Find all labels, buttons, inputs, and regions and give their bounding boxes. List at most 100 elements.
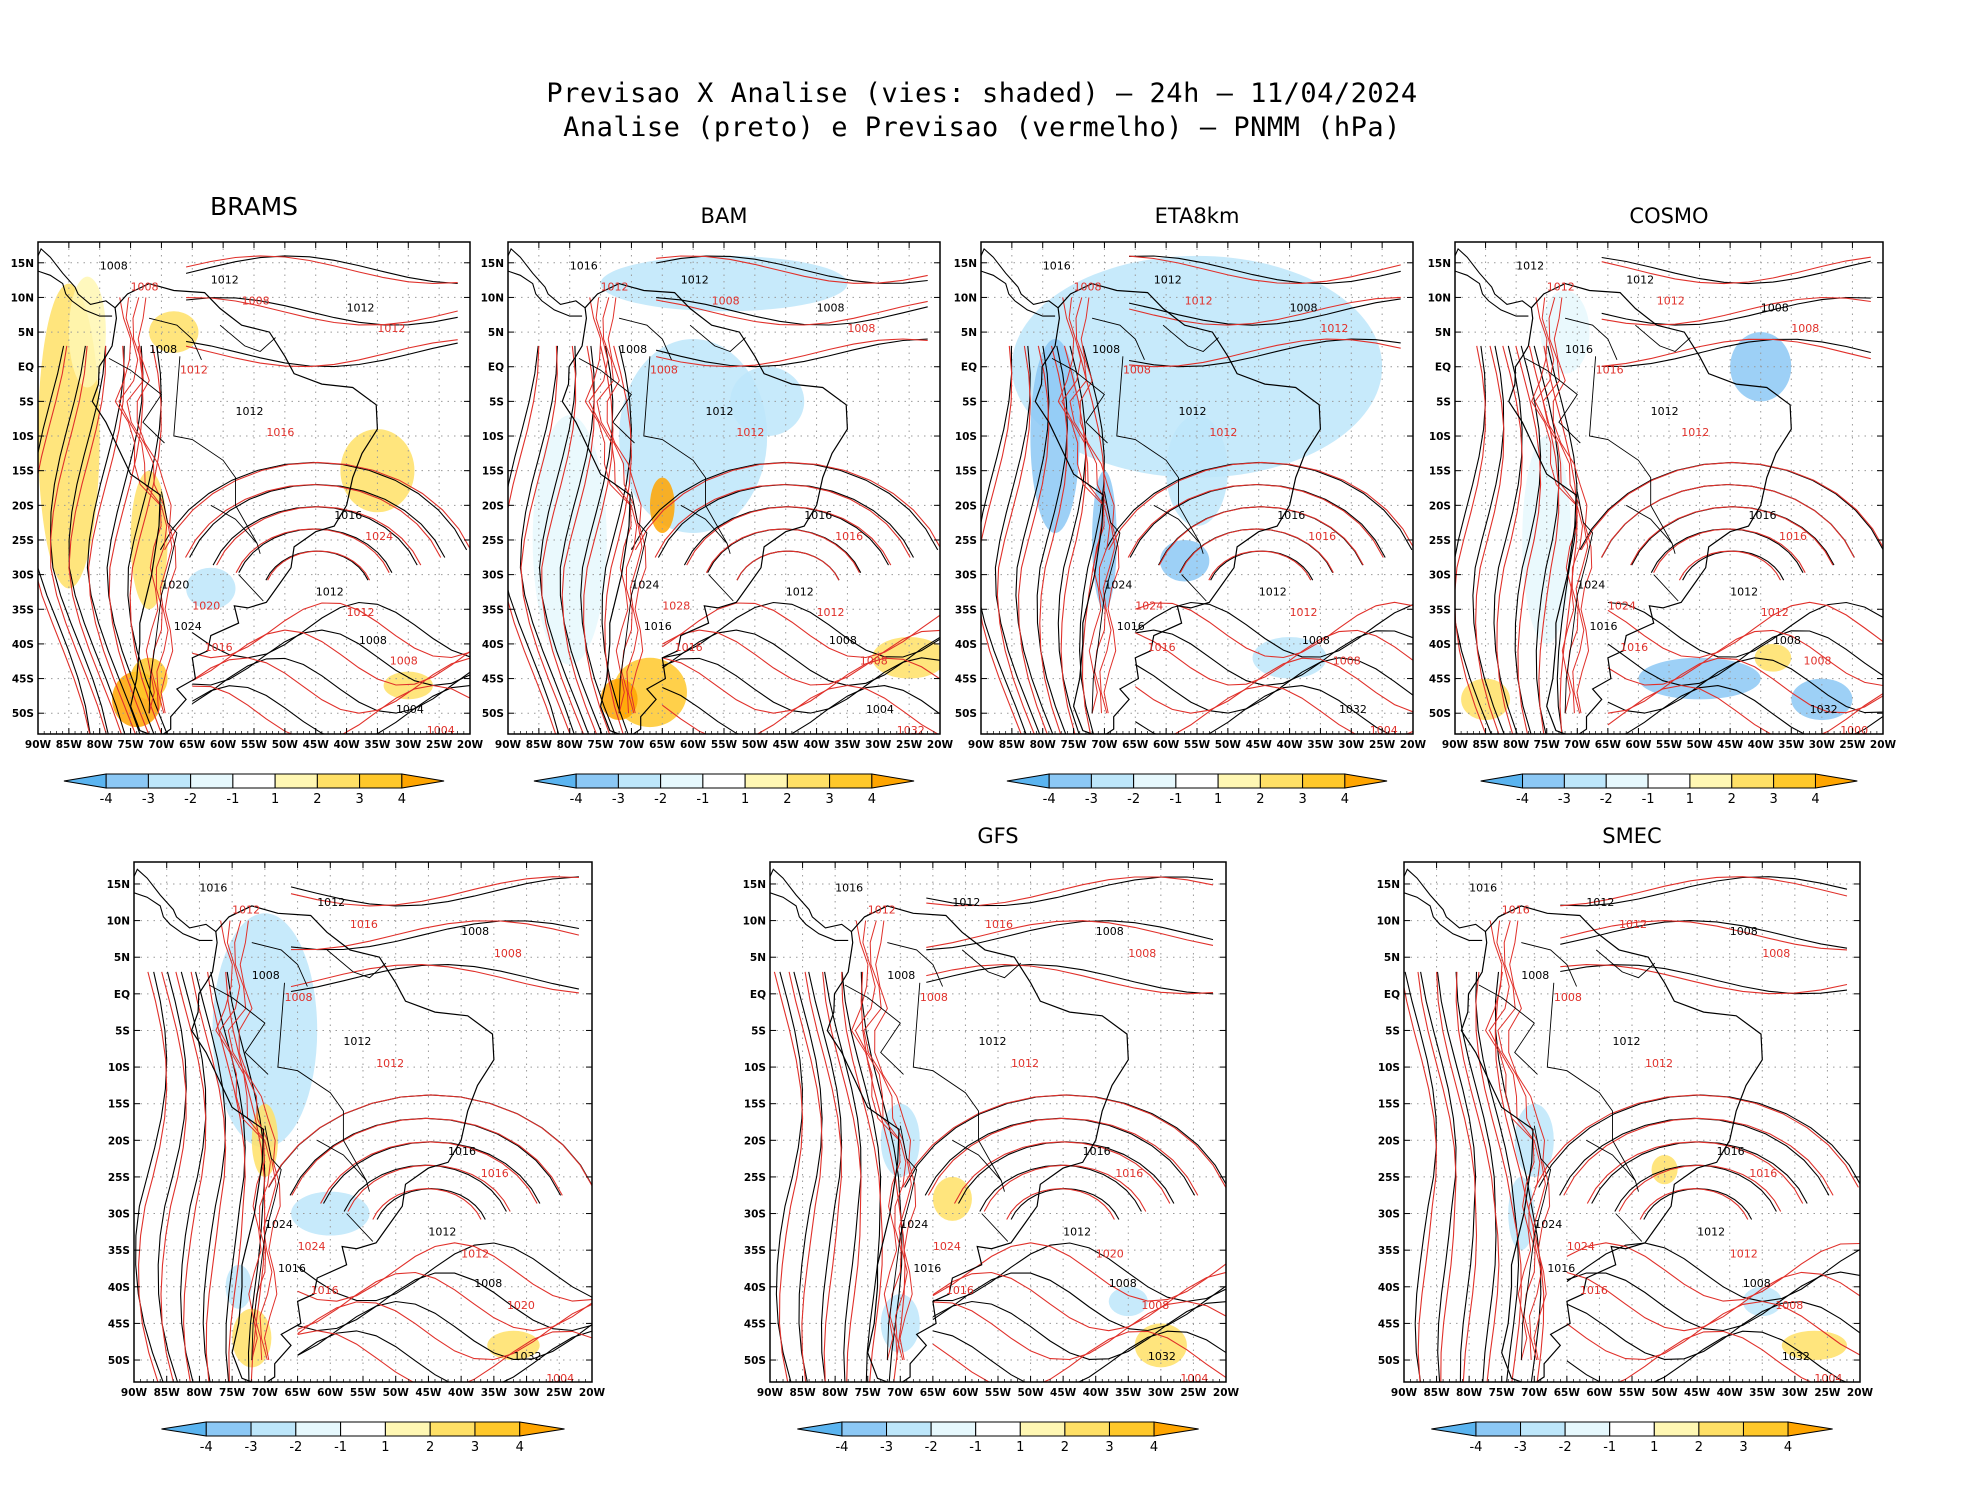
analysis-contour-label: 1024 (631, 578, 659, 591)
analysis-contour-label: 1012 (952, 896, 980, 909)
analysis-contour-label: 1032 (513, 1350, 541, 1363)
andes-contour (1531, 297, 1578, 714)
forecast-contour-label: 1012 (377, 322, 405, 335)
forecast-contour-label: 1008 (494, 947, 522, 960)
colorbar-label: 4 (1150, 1440, 1158, 1455)
colorbar-segment (1814, 773, 1858, 789)
lat-label: 10N (1428, 292, 1451, 304)
colorbar-segment (660, 773, 704, 789)
lat-label: EQ (961, 362, 977, 374)
bias-patch (487, 1330, 540, 1361)
analysis-isobar (68, 345, 126, 734)
analysis-contour-label: 1012 (235, 405, 263, 418)
forecast-isobar (160, 971, 187, 1382)
forecast-isobar (804, 971, 842, 1382)
lat-label: 45S (1429, 674, 1451, 686)
south-america-outline (91, 282, 379, 734)
forecast-contour-label: 1008 (390, 655, 418, 668)
colorbar-segment (1475, 1421, 1522, 1437)
colorbar-segment (1742, 1421, 1789, 1437)
forecast-contour-label: 1016 (1596, 364, 1624, 377)
analysis-contour-label: 1012 (1612, 1035, 1640, 1048)
forecast-isobar (1586, 1141, 1804, 1204)
forecast-isobar (656, 255, 928, 284)
andes-contour (874, 920, 917, 1361)
country-border (578, 358, 601, 371)
country-border (1181, 574, 1207, 602)
analysis-contour-label: 1012 (317, 896, 345, 909)
forecast-isobar (1173, 684, 1413, 734)
forecast-isobar (661, 602, 940, 659)
lat-label: 5S (962, 396, 977, 408)
forecast-contour-label: 1020 (507, 1299, 535, 1312)
lon-label: 50W (272, 739, 299, 751)
lat-label: 35S (1378, 1245, 1400, 1257)
country-border (346, 1213, 374, 1242)
forecast-contour-label: 1012 (1645, 1057, 1673, 1070)
colorbar-label: 2 (426, 1440, 434, 1455)
lon-label: 35W (1749, 1387, 1776, 1399)
forecast-contour-label: 1016 (985, 918, 1013, 931)
colorbar-label: -1 (969, 1440, 982, 1455)
forecast-contour-label: 1008 (712, 294, 740, 307)
lon-label: 85W (789, 1387, 816, 1399)
analysis-contour-label: 1016 (199, 881, 227, 894)
forecast-contour-label: 1016 (350, 918, 378, 931)
forecast-isobar (1560, 876, 1848, 907)
analysis-contour-label: 1008 (1730, 925, 1758, 938)
forecast-isobar (1601, 296, 1871, 326)
colorbar-segment (829, 773, 873, 789)
analysis-isobar (1601, 483, 1855, 558)
colorbar-segment (1480, 773, 1524, 789)
forecast-contour-label: 1032 (897, 724, 925, 737)
lon-label: 25W (1180, 1387, 1207, 1399)
colorbar-label: -1 (226, 792, 239, 807)
bias-patch (1540, 290, 1590, 374)
panel-title: BRAMS (209, 192, 299, 221)
central-america-outline (508, 247, 586, 317)
lon-label: 40W (803, 739, 830, 751)
analysis-contour-label: 1012 (1651, 405, 1679, 418)
forecast-contour-label: 1004 (1814, 1372, 1842, 1385)
lon-label: 60W (952, 1387, 979, 1399)
analysis-contour-label: 1012 (705, 405, 733, 418)
analysis-contour-label: 1012 (1063, 1226, 1091, 1239)
lat-label: 25S (1429, 535, 1451, 547)
forecast-isobar (38, 345, 91, 734)
colorbar-segment (702, 773, 746, 789)
colorbar-label: -1 (1169, 792, 1182, 807)
lon-label: 60W (680, 739, 707, 751)
lat-label: 45S (955, 674, 977, 686)
forecast-isobar (192, 602, 470, 659)
central-america-outline (38, 247, 116, 317)
colorbar-segment (1689, 773, 1733, 789)
analysis-contour-label: 1012 (786, 585, 814, 598)
lon-label: 65W (284, 1387, 311, 1399)
country-border (1589, 356, 1676, 554)
country-border (1564, 317, 1618, 360)
colorbar-label: 4 (1784, 1440, 1792, 1455)
colorbar-segment (797, 1421, 843, 1437)
forecast-isobar (1543, 345, 1578, 734)
lat-label: 30S (955, 570, 977, 582)
forecast-isobar (927, 1117, 1199, 1196)
colorbar-label: 3 (1105, 1440, 1113, 1455)
colorbar-label: 2 (1728, 792, 1736, 807)
analysis-isobar (290, 876, 579, 907)
colorbar-label: 4 (516, 1440, 524, 1455)
colorbar-segment (1175, 773, 1219, 789)
colorbar-segment (232, 773, 276, 789)
colorbar-label: 2 (313, 792, 321, 807)
analysis-contour-label: 1016 (1469, 881, 1497, 894)
colorbar-label: -1 (334, 1440, 347, 1455)
colorbar: -4 -3 -2 -1 1 2 3 4 (1431, 1421, 1833, 1455)
figure-title-line2: Analise (preto) e Previsao (vermelho) – … (563, 112, 1401, 143)
analysis-contour-label: 1008 (1109, 1277, 1137, 1290)
forecast-isobar (1534, 1094, 1859, 1188)
forecast-isobar (1129, 338, 1401, 368)
forecast-isobar (1566, 1271, 1860, 1332)
forecast-contour-label: 1008 (1141, 1299, 1169, 1312)
forecast-contour-label: 1012 (232, 903, 260, 916)
country-border (1525, 358, 1547, 371)
forecast-isobar (1496, 345, 1523, 734)
